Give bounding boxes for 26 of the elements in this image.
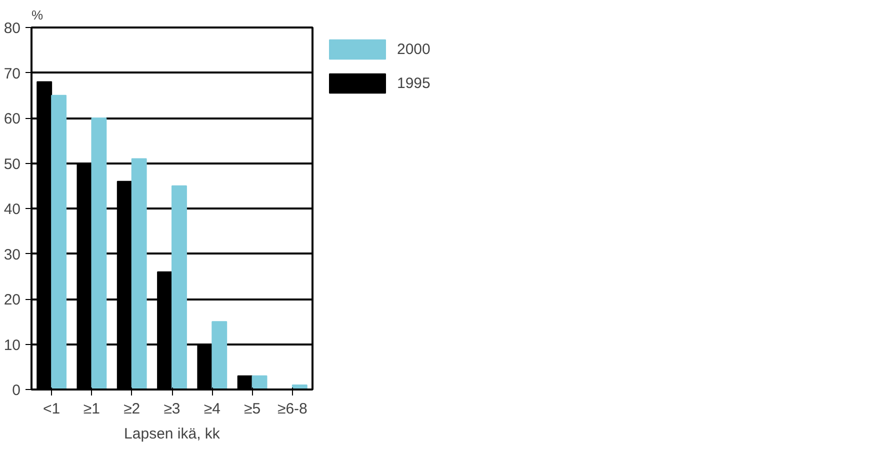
y-tick-label: 0: [12, 382, 20, 399]
x-tick-label: ≥5: [244, 400, 261, 418]
legend-label: 2000: [397, 40, 430, 58]
x-tick-label: <1: [43, 400, 60, 418]
y-tick-label: 60: [4, 110, 21, 128]
x-axis-title: Lapsen ikä, kk: [124, 426, 220, 442]
x-tick-label: ≥6-8: [277, 400, 308, 418]
x-tick-label: ≥3: [164, 400, 180, 418]
y-tick-label: 30: [4, 246, 21, 264]
bar: [252, 375, 268, 390]
y-axis-title: %: [32, 8, 44, 22]
bar: [212, 321, 228, 390]
bar: [172, 185, 187, 390]
y-tick-label: 40: [4, 201, 21, 218]
y-tick-label: 70: [4, 65, 21, 82]
x-tick-label: ≥2: [124, 400, 140, 418]
bar: [131, 158, 147, 390]
bar: [51, 94, 67, 390]
x-tick-label: ≥1: [83, 400, 100, 418]
y-tick-label: 50: [4, 156, 21, 173]
bar: [91, 118, 107, 390]
x-tick-label: ≥4: [204, 400, 220, 418]
y-tick-label: 10: [4, 336, 21, 354]
legend-label: 1995: [397, 74, 430, 92]
y-tick-label: 20: [4, 292, 21, 308]
y-tick-label: 80: [4, 20, 21, 37]
